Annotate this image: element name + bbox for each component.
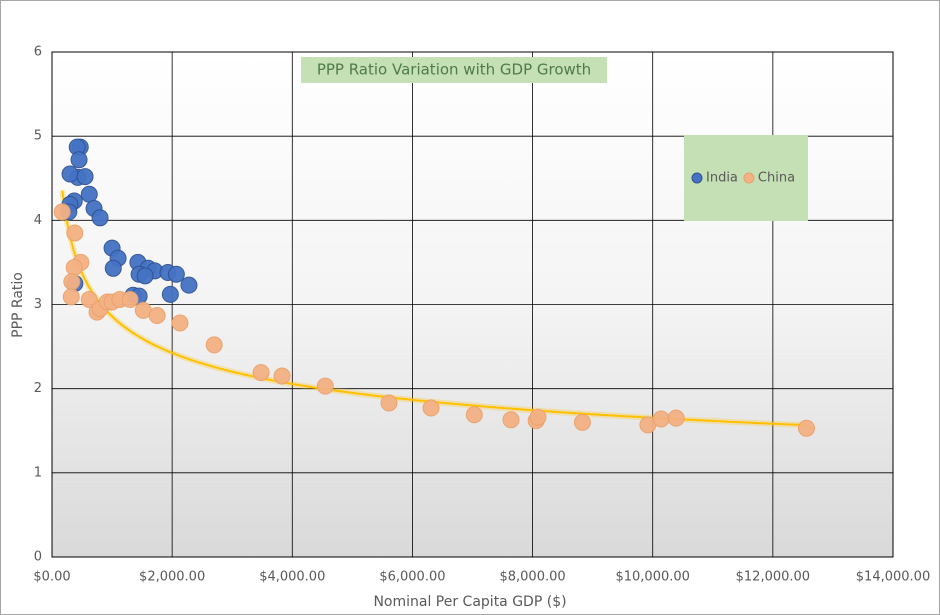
point <box>61 165 79 183</box>
point <box>161 285 179 303</box>
point <box>502 411 520 429</box>
y-tick-label: 3 <box>34 297 42 312</box>
x-tick-label: $14,000.00 <box>856 570 930 585</box>
legend-label: India <box>706 171 738 186</box>
y-tick-label: 0 <box>34 550 42 565</box>
x-tick-label: $2,000.00 <box>139 570 205 585</box>
point <box>65 258 83 276</box>
y-tick-label: 5 <box>34 129 42 144</box>
x-tick-label: $10,000.00 <box>615 570 689 585</box>
point <box>273 367 291 385</box>
point <box>62 288 80 306</box>
point <box>104 259 122 277</box>
legend-marker <box>691 172 703 184</box>
y-tick-label: 6 <box>34 45 42 60</box>
point <box>76 168 94 186</box>
point <box>316 377 334 395</box>
point <box>652 410 670 428</box>
point <box>529 408 547 426</box>
y-tick-label: 2 <box>34 381 42 396</box>
point <box>80 185 98 203</box>
point <box>180 276 198 294</box>
chart-title: PPP Ratio Variation with GDP Growth <box>317 61 591 79</box>
point <box>148 306 166 324</box>
x-tick-label: $4,000.00 <box>259 570 325 585</box>
point <box>205 336 223 354</box>
point <box>573 413 591 431</box>
title-box <box>301 57 607 83</box>
x-tick-label: $8,000.00 <box>499 570 565 585</box>
y-tick-label: 4 <box>34 213 42 228</box>
point <box>136 267 154 285</box>
legend-label: China <box>758 171 795 186</box>
legend-marker <box>743 172 755 184</box>
point <box>121 290 139 308</box>
point <box>80 290 98 308</box>
point <box>380 394 398 412</box>
x-tick-label: $0.00 <box>33 570 70 585</box>
point <box>422 399 440 417</box>
x-tick-label: $6,000.00 <box>379 570 445 585</box>
point <box>465 406 483 424</box>
y-axis-title: PPP Ratio <box>10 272 26 338</box>
plot-border <box>51 51 894 558</box>
point <box>797 419 815 437</box>
point <box>252 364 270 382</box>
point <box>667 409 685 427</box>
point <box>66 224 84 242</box>
point <box>171 314 189 332</box>
x-tick-label: $12,000.00 <box>736 570 810 585</box>
point <box>63 273 81 291</box>
x-axis-title: Nominal Per Capita GDP ($) <box>373 594 566 610</box>
point <box>53 203 71 221</box>
point <box>70 151 88 169</box>
point <box>91 209 109 227</box>
y-tick-label: 1 <box>34 465 42 480</box>
point <box>167 265 185 283</box>
